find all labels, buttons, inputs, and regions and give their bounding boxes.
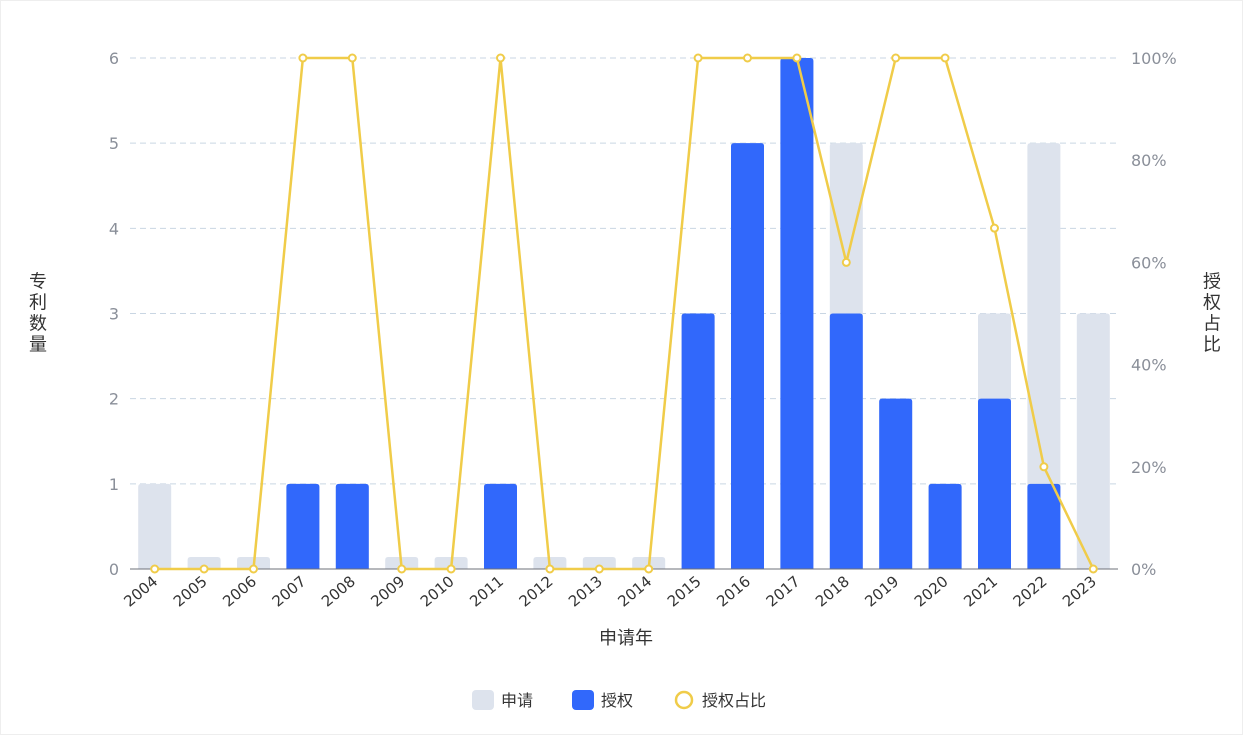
- legend-item-apply[interactable]: 申请: [472, 690, 533, 710]
- bar-grant-2016[interactable]: [731, 143, 764, 569]
- legend-swatch-apply: [472, 690, 494, 710]
- legend[interactable]: 申请 授权 授权占比: [472, 690, 766, 710]
- bar-grant-2011[interactable]: [484, 483, 517, 569]
- y2-tick-label: 0%: [1131, 560, 1156, 579]
- ratio-point-2014[interactable]: [644, 564, 654, 574]
- ratio-point-2009[interactable]: [397, 564, 407, 574]
- x-axis-title: 申请年: [599, 628, 653, 649]
- y-axis-title: 专利数量: [29, 272, 47, 356]
- bar-grant-2020[interactable]: [928, 483, 962, 569]
- ratio-point-2013[interactable]: [594, 564, 604, 574]
- y-axis-right-ticks: 0% 20% 40% 60% 80% 100%: [1131, 49, 1177, 579]
- y-tick-label: 1: [109, 475, 119, 494]
- bars: [138, 58, 1110, 569]
- ratio-point-2019[interactable]: [891, 53, 901, 63]
- ratio-point-2015[interactable]: [693, 53, 703, 63]
- y-tick-label: 2: [109, 390, 119, 409]
- y-tick-label: 6: [109, 49, 119, 68]
- bar-apply-2022[interactable]: [1027, 143, 1061, 569]
- ratio-point-2006[interactable]: [249, 564, 258, 574]
- ratio-point-2012[interactable]: [545, 564, 555, 574]
- legend-item-grant[interactable]: 授权: [572, 690, 633, 710]
- legend-swatch-grant: [572, 690, 594, 710]
- ratio-point-2007[interactable]: [298, 53, 308, 63]
- ratio-point-2004[interactable]: [150, 564, 160, 574]
- y2-tick-label: 80%: [1131, 151, 1167, 170]
- ratio-point-2010[interactable]: [446, 564, 456, 574]
- bar-apply-2005[interactable]: [187, 557, 221, 569]
- ratio-point-2017[interactable]: [792, 53, 802, 63]
- legend-label-apply: 申请: [501, 691, 533, 710]
- ratio-point-2005[interactable]: [199, 564, 209, 574]
- y2-tick-label: 100%: [1131, 49, 1177, 68]
- y-tick-label: 0: [109, 560, 119, 579]
- legend-label-grant: 授权: [601, 691, 633, 710]
- bar-grant-2019[interactable]: [879, 398, 913, 569]
- ratio-point-2023[interactable]: [1088, 564, 1098, 574]
- ratio-line-path: [154, 56, 1095, 571]
- ratio-point-2022[interactable]: [1039, 462, 1049, 472]
- legend-swatch-ratio: [674, 690, 694, 710]
- y-axis-left-ticks: 0 1 2 3 4 5 6: [109, 49, 119, 579]
- legend-item-ratio[interactable]: 授权占比: [674, 690, 766, 710]
- ratio-point-2020[interactable]: [940, 53, 950, 63]
- bar-apply-2013[interactable]: [582, 557, 616, 569]
- ratio-point-2011[interactable]: [496, 53, 505, 63]
- y2-tick-label: 60%: [1131, 253, 1167, 272]
- ratio-line: [150, 53, 1098, 574]
- ratio-point-2008[interactable]: [347, 53, 357, 63]
- bar-grant-2022[interactable]: [1027, 483, 1061, 569]
- y2-axis-title: 授权占比: [1203, 272, 1221, 356]
- bar-grant-2015[interactable]: [681, 313, 715, 570]
- bar-grant-2018[interactable]: [829, 313, 863, 570]
- y2-tick-label: 20%: [1131, 458, 1167, 477]
- y2-tick-label: 40%: [1131, 356, 1167, 375]
- bar-grant-2017[interactable]: [780, 58, 814, 569]
- legend-label-ratio: 授权占比: [702, 691, 766, 710]
- ratio-point-2021[interactable]: [990, 223, 999, 233]
- bar-grant-2021[interactable]: [978, 398, 1011, 569]
- bar-apply-2023[interactable]: [1076, 313, 1110, 570]
- bar-grant-2008[interactable]: [335, 483, 369, 569]
- y-tick-label: 3: [109, 305, 119, 324]
- bar-grant-2007[interactable]: [286, 483, 320, 569]
- ratio-point-2016[interactable]: [743, 53, 752, 63]
- y-tick-label: 5: [109, 134, 119, 153]
- y-tick-label: 4: [109, 219, 119, 238]
- ratio-point-2018[interactable]: [841, 257, 851, 267]
- bar-apply-2004[interactable]: [138, 483, 172, 569]
